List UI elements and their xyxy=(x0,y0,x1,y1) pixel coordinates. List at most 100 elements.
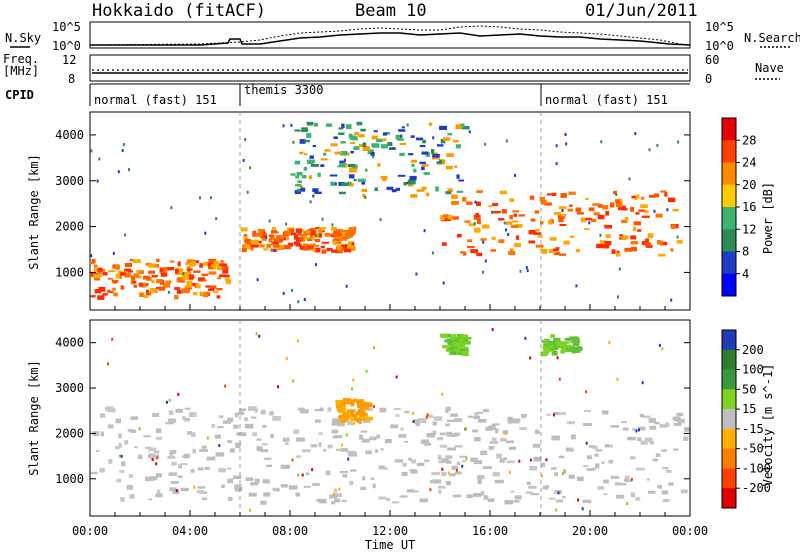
power-cell xyxy=(300,233,308,237)
power-cell xyxy=(150,288,157,292)
velocity-cell xyxy=(156,489,161,494)
velocity-cell xyxy=(333,493,343,497)
velocity-cell xyxy=(495,428,499,434)
power-cell xyxy=(406,123,409,127)
velocity-cell xyxy=(543,338,550,342)
power-cell xyxy=(609,202,615,208)
power-cell xyxy=(470,249,479,254)
colorbar-tick-label: 16 xyxy=(742,200,756,214)
power-cell xyxy=(112,251,115,255)
power-cell xyxy=(294,190,301,194)
power-cell xyxy=(185,262,190,265)
power-cell xyxy=(219,263,228,267)
velocity-cell xyxy=(331,429,339,434)
velocity-cell xyxy=(272,416,281,421)
velocity-cell xyxy=(524,336,527,340)
date-title: 01/Jun/2011 xyxy=(585,1,698,21)
velocity-cell xyxy=(169,453,174,456)
power-cell xyxy=(225,279,232,285)
velocity-cell xyxy=(183,453,190,459)
velocity-cell xyxy=(459,455,468,458)
velocity-cell xyxy=(418,418,427,424)
power-cell xyxy=(347,244,355,250)
nsky-panel xyxy=(89,21,691,49)
power-cell xyxy=(423,229,426,233)
power-ytick-label: 2000 xyxy=(55,220,84,234)
power-cell xyxy=(498,239,505,243)
velocity-cell xyxy=(204,467,210,470)
power-cell xyxy=(257,228,265,232)
velocity-cell xyxy=(250,482,259,486)
power-cell xyxy=(299,185,303,189)
power-cell xyxy=(90,254,93,258)
velocity-cell xyxy=(445,409,449,414)
power-cell xyxy=(604,241,612,246)
velocity-cell xyxy=(447,419,456,423)
velocity-cell xyxy=(558,412,566,415)
velocity-cell xyxy=(296,339,299,343)
velocity-cell xyxy=(116,478,122,483)
power-cell xyxy=(335,248,343,254)
velocity-cell xyxy=(438,489,442,494)
power-cell xyxy=(112,287,116,291)
power-cell xyxy=(349,167,357,173)
power-cell xyxy=(338,191,346,195)
power-cell xyxy=(615,199,621,203)
velocity-cell xyxy=(95,449,100,453)
colorbar-segment xyxy=(722,140,736,163)
power-cell xyxy=(293,241,301,245)
velocity-cell xyxy=(197,467,204,471)
power-cell xyxy=(621,235,629,240)
colorbar-tick-label: 100 xyxy=(742,363,764,377)
power-cell xyxy=(410,135,415,138)
velocity-cell xyxy=(362,476,366,481)
power-cell xyxy=(630,246,638,252)
power-cell xyxy=(213,260,219,266)
power-cell xyxy=(473,214,481,220)
velocity-cell xyxy=(551,435,560,441)
velocity-cell xyxy=(466,494,473,499)
power-cell xyxy=(216,295,221,299)
velocity-cell xyxy=(546,349,554,352)
power-cell xyxy=(660,190,667,193)
velocity-cell xyxy=(365,369,368,373)
power-cell xyxy=(403,182,407,186)
power-cell xyxy=(314,263,317,267)
power-cell xyxy=(451,194,458,199)
velocity-cell xyxy=(485,427,492,431)
velocity-cell xyxy=(318,432,323,436)
velocity-cell xyxy=(597,486,605,490)
velocity-cell xyxy=(488,425,496,431)
velocity-cell xyxy=(234,442,242,447)
velocity-cell xyxy=(451,465,458,470)
velocity-cell xyxy=(177,392,180,396)
power-cell xyxy=(575,248,580,253)
velocity-cell xyxy=(561,472,564,475)
velocity-cell xyxy=(175,489,178,493)
power-cell xyxy=(342,229,350,233)
power-cell xyxy=(455,144,461,149)
power-cell xyxy=(597,214,605,220)
velocity-cell xyxy=(432,421,437,426)
power-cell xyxy=(266,243,272,248)
power-cell xyxy=(285,222,288,226)
power-cell xyxy=(575,207,582,212)
power-cell xyxy=(299,151,304,155)
power-cell xyxy=(676,235,679,239)
velocity-cell xyxy=(424,459,430,463)
velocity-cell xyxy=(342,413,348,417)
velocity-cell xyxy=(345,411,352,416)
velocity-cell xyxy=(461,464,464,468)
power-cell xyxy=(539,196,546,202)
velocity-cell xyxy=(445,406,451,411)
velocity-cell xyxy=(256,446,263,451)
power-cell xyxy=(290,232,297,236)
power-cell xyxy=(202,279,207,282)
power-cell xyxy=(600,140,603,144)
power-cell xyxy=(596,243,603,249)
velocity-cell xyxy=(557,491,560,495)
velocity-cell xyxy=(115,445,120,450)
freq-panel xyxy=(89,54,691,82)
power-cell xyxy=(533,232,541,235)
power-cell xyxy=(202,293,208,298)
